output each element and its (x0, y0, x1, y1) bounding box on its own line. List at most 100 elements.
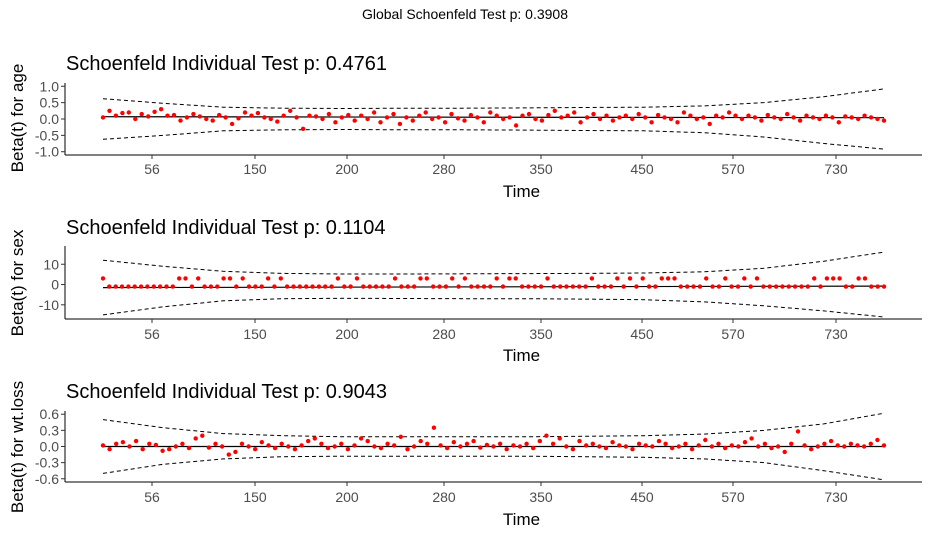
residual-point (297, 284, 302, 289)
residual-point (558, 284, 563, 289)
residual-point (862, 113, 867, 118)
residual-point (761, 284, 766, 289)
residual-point (133, 116, 138, 122)
residual-point (417, 113, 422, 118)
residual-point (424, 276, 429, 281)
residual-point (603, 445, 609, 451)
residual-point (533, 116, 538, 122)
y-tick-label: 1.0 (40, 78, 60, 94)
residual-point (704, 276, 709, 281)
residual-point (786, 284, 791, 289)
residual-point (782, 449, 787, 455)
x-tick-label: 56 (144, 326, 160, 342)
residual-point (183, 276, 188, 281)
residual-point (227, 276, 233, 281)
residual-point (170, 284, 175, 289)
residual-point (265, 276, 271, 281)
residual-point (481, 284, 487, 289)
residual-point (140, 447, 145, 452)
residual-point (242, 110, 248, 115)
residual-point (524, 441, 529, 446)
ci-lower-line (102, 128, 885, 150)
residual-point (286, 444, 291, 449)
y-axis-label: Beta(t) for wt.loss (8, 381, 27, 513)
residual-point (627, 276, 633, 281)
residual-point (856, 116, 861, 122)
residual-point (597, 444, 602, 449)
residual-point (359, 113, 364, 118)
residual-point (707, 121, 712, 127)
y-tick-label: 0.3 (40, 422, 60, 438)
residual-point (206, 445, 212, 450)
residual-point (500, 284, 506, 289)
residual-point (578, 120, 583, 125)
residual-point (685, 284, 690, 289)
residual-point (795, 429, 801, 434)
residual-point (792, 284, 798, 289)
residual-point (442, 120, 448, 125)
residual-point (597, 116, 603, 122)
residual-point (531, 445, 536, 451)
residual-point (602, 284, 607, 289)
residual-point (504, 447, 509, 452)
residual-point (726, 110, 732, 115)
residual-point (246, 444, 251, 449)
residual-point (670, 445, 675, 451)
residual-point (202, 284, 207, 289)
residual-point (268, 116, 273, 122)
residual-point (332, 444, 337, 449)
residual-point (306, 438, 311, 444)
residual-point (326, 111, 332, 117)
residual-point (824, 276, 830, 281)
residual-point (246, 284, 252, 289)
residual-point (219, 444, 225, 449)
residual-point (378, 120, 383, 125)
residual-point (438, 443, 443, 448)
residual-point (511, 443, 516, 448)
residual-point (107, 284, 112, 289)
residual-point (397, 121, 403, 127)
residual-point (184, 115, 190, 120)
residual-point (643, 443, 648, 448)
residual-point (213, 441, 218, 446)
residual-point (802, 443, 807, 448)
residual-point (804, 113, 809, 118)
residual-point (386, 284, 391, 289)
residual-point (752, 115, 758, 120)
residual-point (497, 441, 503, 446)
residual-point (565, 113, 570, 118)
x-axis-label: Time (503, 510, 540, 529)
residual-point (729, 284, 734, 289)
residual-point (484, 442, 490, 448)
residual-point (445, 445, 450, 451)
residual-point (767, 284, 772, 289)
residual-point (778, 116, 783, 122)
residual-point (551, 284, 556, 289)
residual-point (392, 276, 398, 281)
residual-point (656, 438, 662, 444)
x-tick-label: 570 (721, 161, 745, 177)
residual-point (532, 284, 537, 289)
residual-point (868, 115, 874, 120)
residual-point (823, 113, 829, 118)
residual-point (462, 118, 467, 123)
residual-point (494, 276, 499, 281)
residual-point (373, 284, 379, 289)
residual-point (538, 284, 544, 289)
residual-point (748, 284, 753, 289)
residual-point (272, 284, 277, 289)
residual-point (221, 276, 226, 281)
residual-point (754, 276, 760, 281)
residual-point (279, 441, 284, 446)
residual-point (621, 284, 626, 289)
residual-point (365, 116, 370, 122)
residual-point (636, 441, 642, 446)
residual-point (736, 444, 741, 449)
residual-point (171, 112, 177, 118)
residual-point (875, 437, 880, 443)
residual-point (855, 443, 860, 448)
residual-point (875, 284, 880, 289)
residual-point (249, 113, 254, 118)
residual-point (239, 441, 245, 446)
